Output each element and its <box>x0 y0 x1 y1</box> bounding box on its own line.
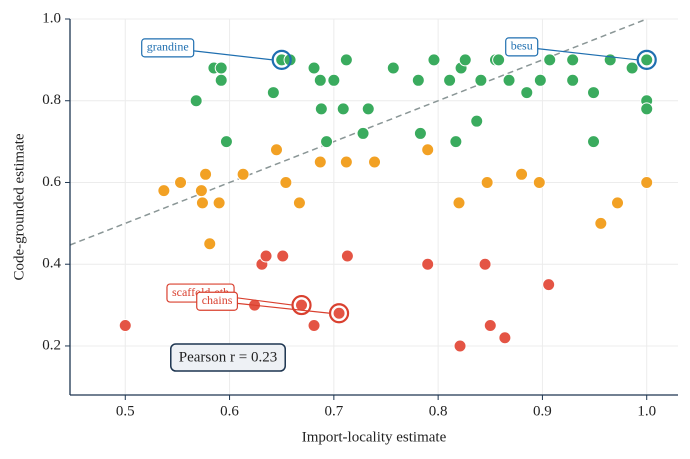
point <box>332 306 346 320</box>
x-axis-label: Import-locality estimate <box>302 429 447 445</box>
point <box>452 196 466 210</box>
point <box>292 196 306 210</box>
point <box>361 102 375 116</box>
x-tick-label: 0.7 <box>324 403 343 419</box>
point <box>413 126 427 140</box>
reference-line <box>69 18 647 246</box>
point <box>327 73 341 87</box>
x-tick-label: 0.5 <box>116 403 135 419</box>
y-tick-label: 0.2 <box>42 337 61 353</box>
point <box>480 175 494 189</box>
point <box>307 61 321 75</box>
x-tick-label: 1.0 <box>637 403 656 419</box>
point <box>295 298 309 312</box>
point <box>594 216 608 230</box>
point <box>543 53 557 67</box>
point <box>478 257 492 271</box>
point <box>214 73 228 87</box>
stat-box <box>170 343 286 372</box>
annotation-box <box>196 291 238 311</box>
point <box>259 249 273 263</box>
point <box>542 278 556 292</box>
point <box>640 175 654 189</box>
annotation-label: chains <box>202 293 233 307</box>
point <box>427 53 441 67</box>
point <box>339 53 353 67</box>
point <box>421 143 435 157</box>
point <box>368 155 382 169</box>
y-tick-label: 1.0 <box>42 10 61 26</box>
point <box>474 73 488 87</box>
point <box>236 167 250 181</box>
point <box>453 339 467 353</box>
point <box>458 53 472 67</box>
point <box>566 73 580 87</box>
y-tick-label: 0.4 <box>42 256 61 272</box>
point <box>356 126 370 140</box>
point <box>492 53 506 67</box>
point <box>203 237 217 251</box>
point <box>443 73 457 87</box>
annotation-label: besu <box>511 39 533 53</box>
point <box>625 61 639 75</box>
point <box>199 167 213 181</box>
point <box>212 196 226 210</box>
point <box>483 319 497 333</box>
point <box>386 61 400 75</box>
y-tick-label: 0.8 <box>42 92 61 108</box>
point <box>118 319 132 333</box>
point <box>313 155 327 169</box>
annotation-box <box>141 38 195 58</box>
point <box>314 102 328 116</box>
point <box>339 155 353 169</box>
point <box>219 135 233 149</box>
point <box>214 61 228 75</box>
point <box>470 114 484 128</box>
point <box>611 196 625 210</box>
point <box>157 184 171 198</box>
point <box>269 143 283 157</box>
x-tick-label: 0.6 <box>220 403 239 419</box>
annotation-label: grandine <box>147 40 189 54</box>
point <box>194 184 208 198</box>
point <box>502 73 516 87</box>
point <box>320 135 334 149</box>
point <box>411 73 425 87</box>
point <box>640 53 654 67</box>
point <box>189 94 203 108</box>
point <box>566 53 580 67</box>
point <box>279 175 293 189</box>
point <box>449 135 463 149</box>
point <box>498 331 512 345</box>
point <box>587 86 601 100</box>
point <box>533 73 547 87</box>
point <box>313 73 327 87</box>
point <box>520 86 534 100</box>
point <box>515 167 529 181</box>
point <box>307 319 321 333</box>
x-tick-label: 0.8 <box>429 403 448 419</box>
stat-label: Pearson r = 0.23 <box>179 349 277 365</box>
point <box>587 135 601 149</box>
point <box>340 249 354 263</box>
point <box>276 249 290 263</box>
y-tick-label: 0.6 <box>42 174 61 190</box>
point <box>532 175 546 189</box>
point <box>421 257 435 271</box>
point <box>195 196 209 210</box>
point <box>336 102 350 116</box>
annotation-box <box>505 37 539 57</box>
point <box>603 53 617 67</box>
x-tick-label: 0.9 <box>533 403 552 419</box>
y-axis-label: Code-grounded estimate <box>11 133 27 280</box>
point <box>266 86 280 100</box>
point <box>174 175 188 189</box>
point <box>640 102 654 116</box>
annotation-leader <box>521 46 638 61</box>
